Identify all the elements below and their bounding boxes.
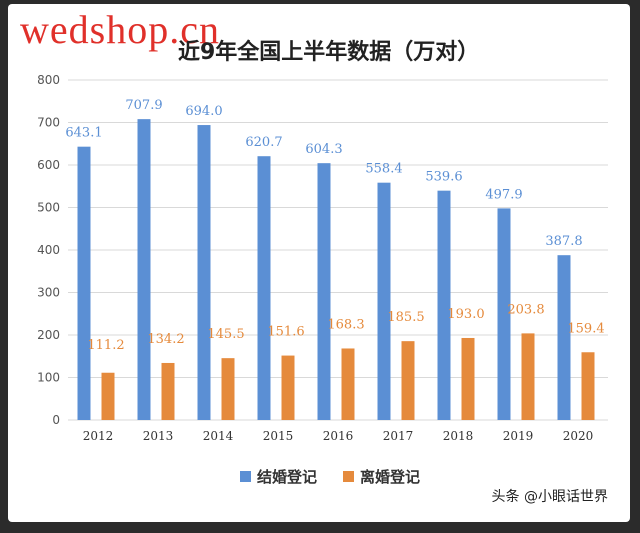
data-label: 145.5	[207, 327, 244, 342]
bar-marriage	[377, 182, 391, 420]
bar-marriage	[197, 125, 211, 421]
data-label: 694.0	[185, 104, 222, 119]
data-label: 707.9	[125, 98, 162, 113]
data-label: 387.8	[545, 234, 582, 249]
x-tick-label: 2018	[443, 429, 474, 443]
data-label: 620.7	[245, 135, 282, 150]
data-label: 159.4	[567, 321, 604, 336]
chart-frame: wedshop.cn 近9年全国上半年数据（万对） 0 100 200 300 400 5…	[8, 4, 630, 522]
watermark: wedshop.cn	[20, 7, 220, 52]
bar-divorce	[341, 348, 355, 420]
data-label: 539.6	[425, 170, 462, 185]
data-label: 497.9	[485, 187, 522, 202]
data-label: 185.5	[387, 310, 424, 325]
bar-divorce	[281, 355, 295, 420]
data-label: 203.8	[507, 302, 544, 317]
bar-divorce	[581, 352, 595, 420]
x-tick-label: 2017	[383, 429, 414, 443]
data-label: 111.2	[87, 338, 124, 353]
y-tick-label: 200	[37, 328, 60, 342]
bar-chart: 0 100 200 300 400 500 600 700 800 2012 643.1 111.2 2…	[37, 73, 608, 443]
x-tick-label: 2014	[203, 429, 234, 443]
bar-divorce	[101, 372, 115, 420]
bar-marriage	[77, 146, 91, 420]
y-tick-label: 0	[52, 413, 60, 427]
y-tick-label: 600	[37, 158, 60, 172]
legend-swatch-divorce	[343, 471, 355, 482]
legend-item-marriage: 结婚登记	[240, 466, 317, 487]
x-tick-label: 2015	[263, 429, 294, 443]
x-tick-label: 2019	[503, 429, 534, 443]
data-label: 134.2	[147, 332, 184, 347]
bar-divorce	[221, 358, 235, 420]
x-tick-label: 2013	[143, 429, 174, 443]
data-label: 558.4	[365, 162, 402, 177]
bar-marriage	[257, 156, 271, 420]
chart-title: 近9年全国上半年数据（万对）	[178, 40, 480, 65]
legend: 结婚登记 离婚登记	[240, 466, 420, 487]
legend-swatch-marriage	[240, 471, 251, 482]
x-tick-label: 2020	[563, 429, 594, 443]
y-tick-label: 800	[37, 73, 60, 87]
data-label: 643.1	[65, 126, 102, 141]
data-label: 193.0	[447, 307, 484, 322]
bar-divorce	[161, 362, 175, 420]
credit-label: 头条 @小眼话世界	[485, 484, 614, 508]
bar-divorce	[461, 337, 475, 420]
y-tick-label: 500	[37, 201, 60, 215]
y-tick-label: 100	[37, 371, 60, 385]
legend-label-divorce: 离婚登记	[360, 468, 421, 486]
bar-marriage	[497, 208, 511, 420]
bar-marriage	[437, 190, 451, 420]
y-tick-label: 700	[37, 116, 60, 130]
legend-item-divorce: 离婚登记	[343, 466, 420, 487]
bar-marriage	[317, 163, 331, 421]
bar-divorce	[521, 333, 535, 420]
data-label: 151.6	[267, 325, 304, 340]
bar-divorce	[401, 341, 415, 420]
y-tick-label: 400	[37, 243, 60, 257]
bar-marriage	[557, 255, 571, 420]
bar-marriage	[137, 119, 151, 420]
y-tick-label: 300	[37, 286, 60, 300]
data-label: 168.3	[327, 317, 364, 332]
legend-label-marriage: 结婚登记	[257, 468, 318, 486]
x-tick-label: 2016	[323, 429, 354, 443]
x-tick-label: 2012	[83, 429, 114, 443]
data-label: 604.3	[305, 142, 342, 157]
